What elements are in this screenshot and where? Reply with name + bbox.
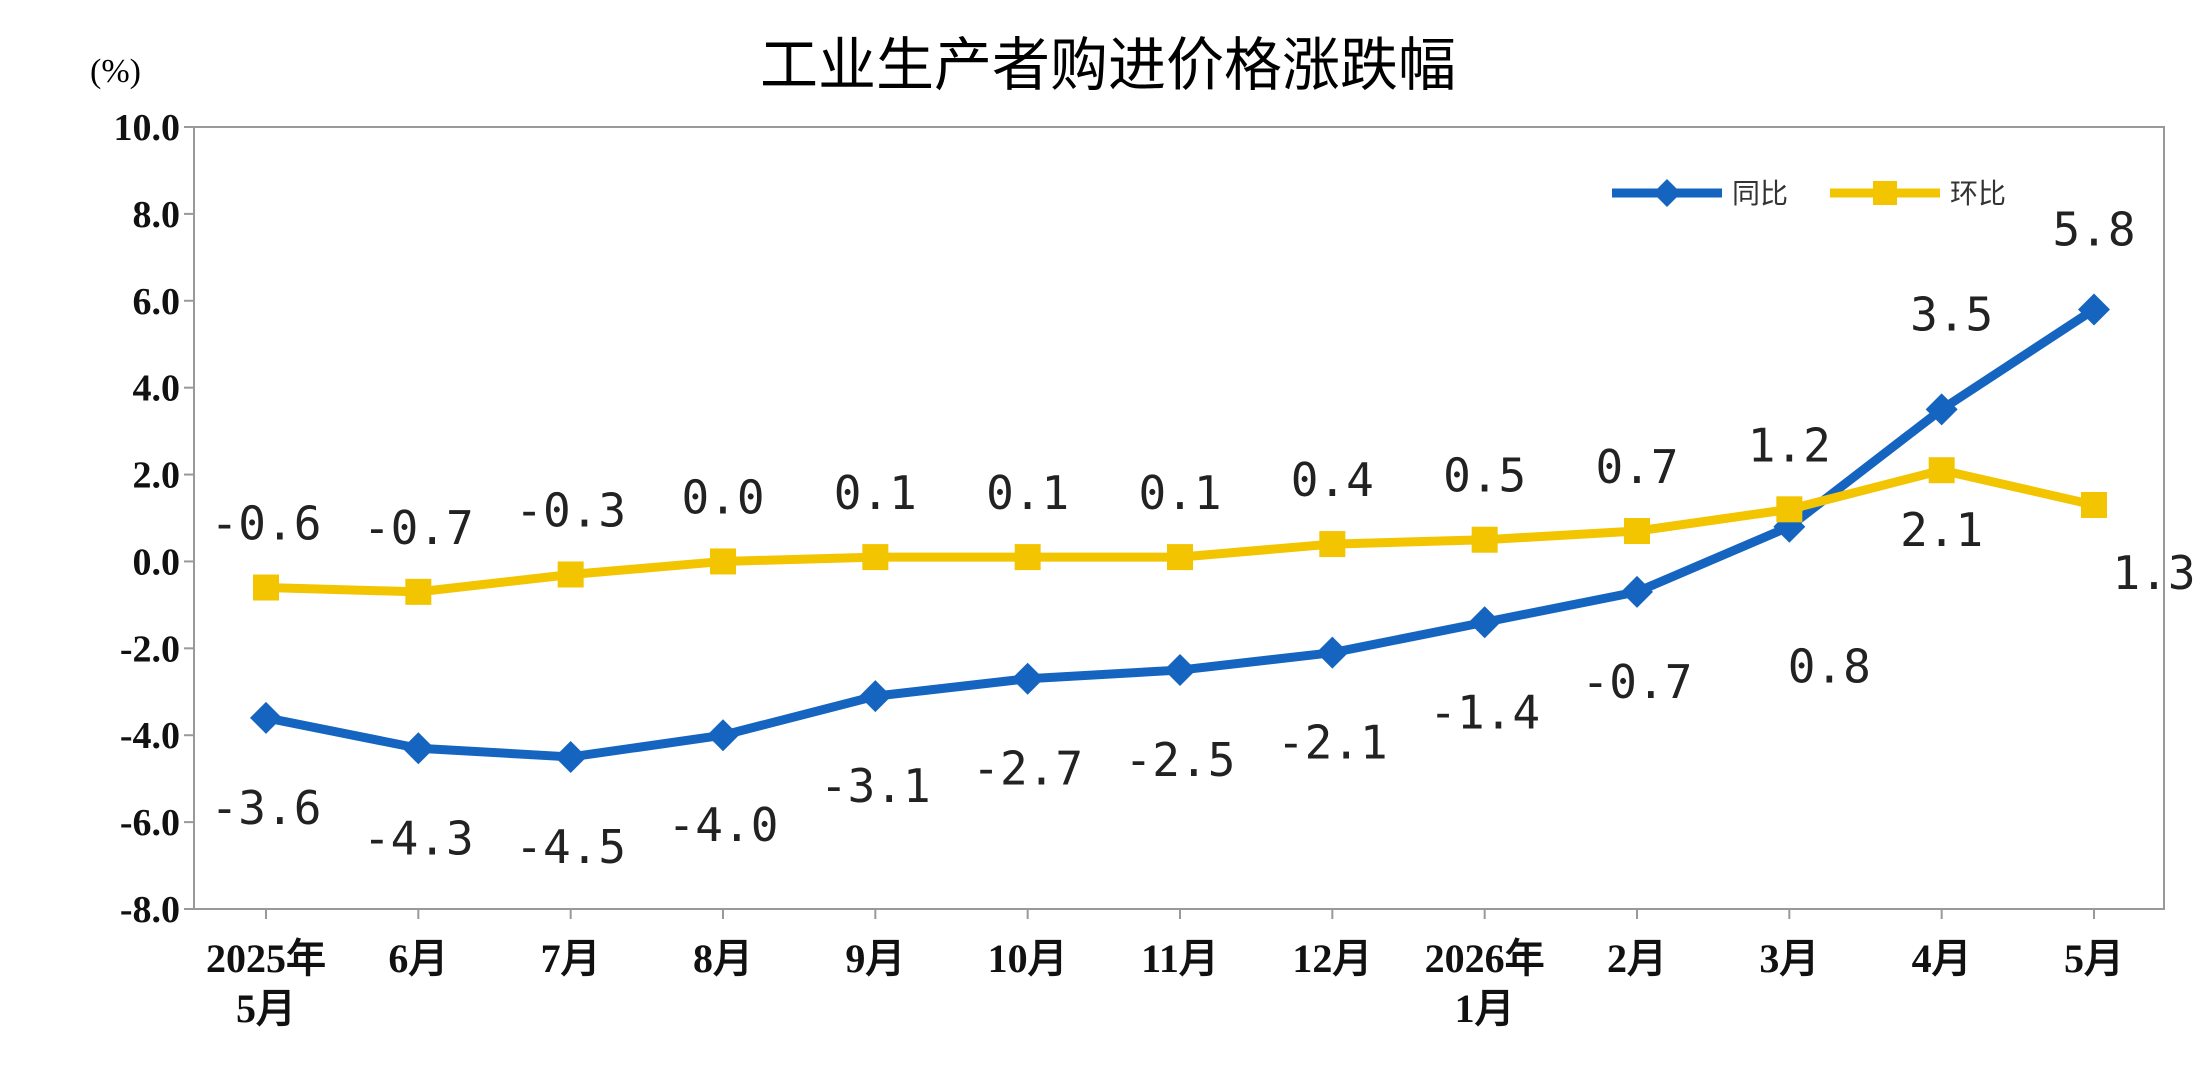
legend: 同比 环比 [1612,177,2006,210]
x-tick-label: 11月 [1141,936,1219,981]
x-tick-label: 7月 [541,936,601,981]
chart-title: 工业生产者购进价格涨跌幅 [760,31,1456,99]
x-tick-label: 1月 [1455,986,1515,1031]
data-point-mom [2081,491,2107,518]
data-label-yoy: 5.8 [2052,202,2135,256]
data-label-mom: 0.1 [986,466,1069,520]
legend-label: 同比 [1732,177,1788,210]
data-point-yoy [1316,636,1349,669]
legend-label: 环比 [1950,177,2006,210]
data-label-yoy: -3.1 [820,759,931,813]
y-tick-label: 8.0 [133,194,181,236]
data-label-yoy: -4.3 [363,811,474,865]
data-label-yoy: -0.7 [1582,655,1693,709]
data-point-yoy [707,719,739,752]
x-tick-label: 2026年 [1425,936,1545,981]
data-point-mom [405,578,432,605]
y-tick-label: 2.0 [133,455,181,497]
data-point-mom [557,561,584,588]
data-labels: -3.6 -4.3 -4.5 -4.0 -3.1 -2.7 -2.5 -2.1 -1.4 -0.7… [211,202,2196,873]
data-point-yoy [1621,575,1653,608]
data-label-yoy: -4.5 [515,820,626,874]
legend-marker [1873,181,1897,205]
data-label-mom: 0.4 [1291,453,1374,507]
data-label-mom: 1.2 [1748,418,1831,472]
data-point-yoy [1011,662,1044,695]
data-point-yoy [554,740,587,773]
data-label-mom: 0.5 [1443,449,1526,503]
data-point-mom [1471,526,1498,553]
legend-marker [1653,179,1681,207]
data-label-yoy: -1.4 [1429,685,1540,739]
data-point-mom [253,574,279,601]
x-tick-label: 5月 [236,986,296,1031]
y-axis: 10.0 8.0 6.0 4.0 2.0 0.0 -2.0 -4.0 -6.0 -8.0 [114,107,194,931]
x-tick-label: 8月 [693,936,753,981]
data-label-mom: -0.6 [211,497,322,551]
data-label-mom: 2.1 [1900,503,1983,557]
x-tick-label: 10月 [988,936,1068,981]
data-point-mom [1776,496,1803,523]
data-point-yoy [2078,293,2110,326]
data-label-yoy: -3.6 [211,781,322,835]
x-tick-label: 5月 [2064,936,2124,981]
x-tick-label: 9月 [845,936,905,981]
y-tick-label: 10.0 [114,107,181,149]
y-tick-label: 0.0 [133,541,181,583]
x-tick-label: 12月 [1292,936,1372,981]
x-tick-label: 3月 [1759,936,1819,981]
data-point-mom [1624,518,1650,545]
series-lines [250,293,2110,773]
y-tick-label: 6.0 [133,281,181,323]
data-point-yoy [250,701,282,734]
x-tick-label: 4月 [1912,936,1972,981]
data-point-mom [1167,544,1193,571]
data-label-yoy: -2.5 [1125,733,1236,787]
data-label-yoy: -2.1 [1277,716,1388,770]
data-point-yoy [1925,393,1958,426]
data-point-mom [710,548,736,575]
data-point-yoy [1468,606,1501,639]
y-tick-label: -2.0 [120,628,180,670]
data-point-yoy [859,680,892,713]
y-tick-label: 4.0 [133,368,181,410]
data-label-mom: 0.1 [1138,466,1221,520]
data-point-yoy [1164,654,1196,687]
y-tick-label: -4.0 [120,715,180,757]
x-axis: 2025年 5月 6月 7月 8月 9月 10月 11月 12月 2026年 1月 2月 3月 4月 5月 [206,909,2124,1031]
data-label-mom: -0.3 [515,483,626,537]
data-point-yoy [402,732,435,765]
data-label-mom: -0.7 [363,501,474,555]
data-label-mom: 0.7 [1595,440,1678,494]
data-point-mom [862,544,889,571]
data-point-mom [1928,457,1955,484]
y-tick-label: -8.0 [120,889,180,931]
data-point-mom [1014,544,1041,571]
x-tick-label: 6月 [388,936,448,981]
data-label-mom: 0.1 [834,466,917,520]
x-tick-label: 2025年 [206,936,326,981]
data-label-mom: 0.0 [681,470,764,524]
x-tick-label: 2月 [1607,936,1667,981]
y-axis-unit: (%) [90,53,141,90]
data-label-mom: 1.3 [2112,546,2195,600]
data-point-mom [1319,531,1346,558]
y-tick-label: -6.0 [120,802,180,844]
data-label-yoy: -4.0 [668,798,779,852]
data-label-yoy: 3.5 [1910,287,1993,341]
data-label-yoy: -2.7 [972,742,1083,796]
data-label-yoy: 0.8 [1788,640,1871,694]
